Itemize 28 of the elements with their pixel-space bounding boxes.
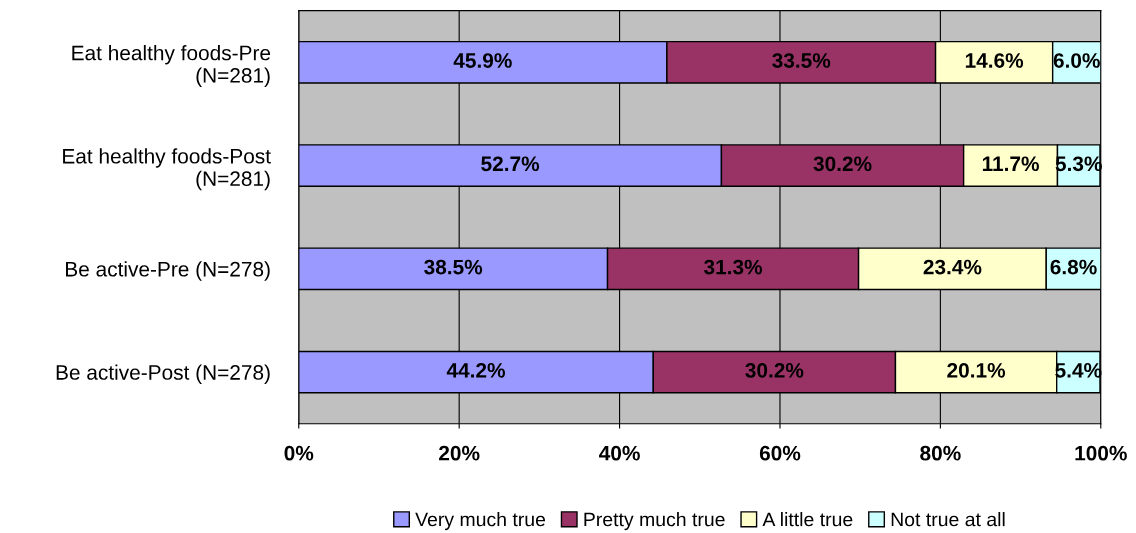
data-label: 44.2% [446, 362, 505, 378]
y-tick-label: Be active-Post (N=278) [56, 364, 270, 384]
legend-label: Very much true [415, 512, 546, 531]
data-label: 30.2% [813, 156, 872, 172]
x-tick-label: 20% [439, 445, 480, 461]
y-tick-label: Be active-Pre (N=278) [66, 261, 270, 281]
data-label: 14.6% [965, 53, 1024, 68]
legend-label: A little true [762, 512, 853, 527]
y-tick-label: Eat healthy foods-Pre (N=281) [72, 45, 271, 87]
x-tick-label: 80% [920, 445, 961, 461]
y-tick-label: Eat healthy foods-Post (N=281) [63, 148, 271, 191]
data-label: 23.4% [923, 259, 982, 275]
x-tick-label: 100% [1075, 445, 1127, 461]
data-label: 11.7% [982, 156, 1039, 172]
x-tick-label: 40% [599, 445, 640, 461]
x-tick-label: 0% [284, 445, 314, 461]
data-label: 38.5% [424, 259, 483, 275]
x-tick-label: 60% [759, 445, 801, 461]
data-label: 33.5% [772, 53, 831, 68]
data-label: 31.3% [704, 259, 763, 275]
data-label: 52.7% [481, 156, 540, 172]
data-label: 30.2% [745, 362, 804, 378]
data-label: 6.0% [1053, 53, 1100, 68]
data-label: 20.1% [947, 362, 1006, 378]
legend-label: Pretty much true [584, 512, 725, 531]
data-label: 45.9% [453, 53, 512, 68]
legend-label: Not true at all [891, 512, 1005, 527]
data-label: 6.8% [1050, 259, 1097, 275]
